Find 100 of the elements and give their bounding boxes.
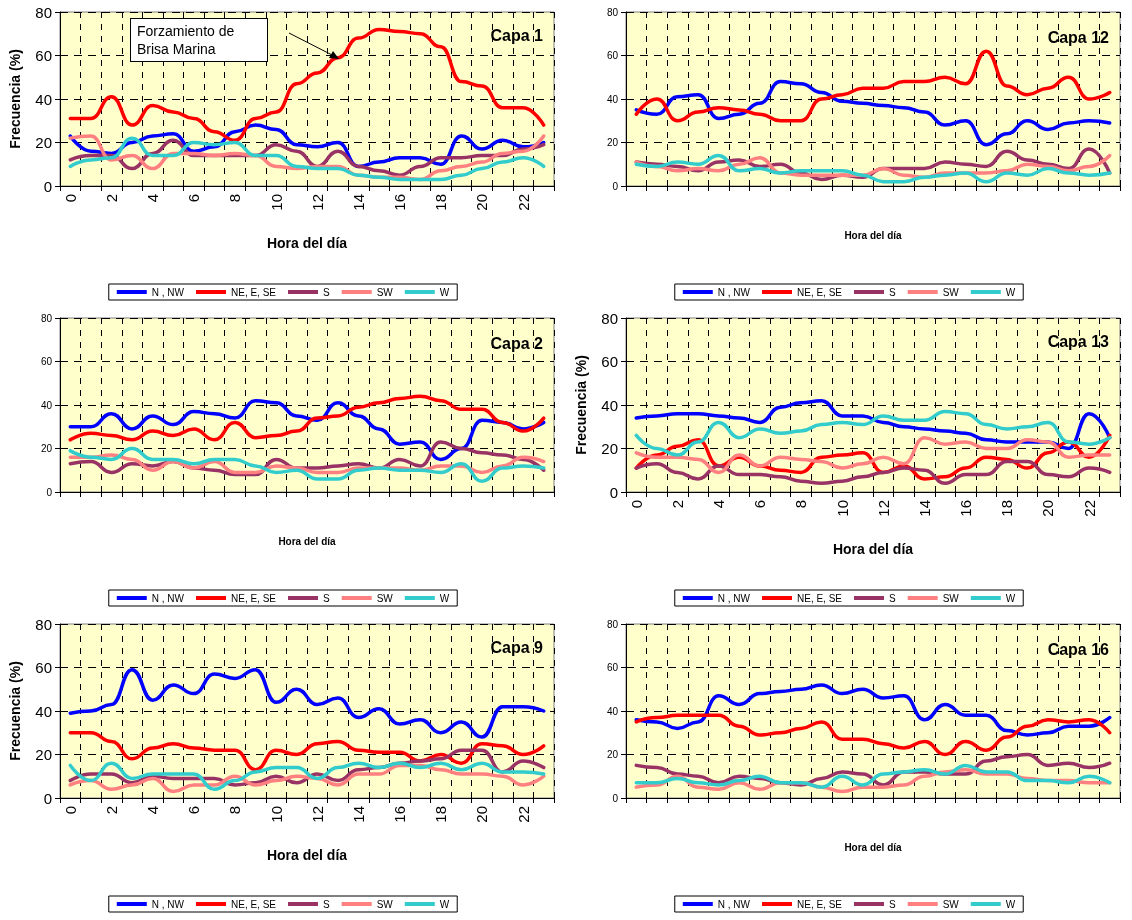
x-tick-label: 12	[308, 194, 326, 211]
x-tick-label: 2	[102, 806, 120, 815]
legend-label: S	[323, 898, 331, 910]
y-axis-title: Frecuencia (%)	[7, 661, 23, 761]
legend-label: SW	[376, 898, 394, 910]
x-tick-label: 20	[473, 194, 491, 211]
y-tick-label: 80	[35, 615, 52, 633]
x-axis-title: Hora del día	[266, 847, 348, 863]
x-tick-label: 18	[432, 194, 450, 211]
legend-label: NE, E, SE	[230, 592, 277, 604]
legend-label: W	[1005, 592, 1016, 604]
legend-label: W	[439, 286, 450, 298]
x-tick-label: 4	[144, 806, 162, 815]
y-tick-label: 0	[612, 180, 619, 192]
y-tick-label: 60	[606, 50, 619, 61]
line-series	[68, 667, 546, 739]
y-tick-label: 0	[612, 792, 619, 804]
y-tick-label: 0	[46, 486, 53, 498]
x-axis-title: Hora del día	[844, 841, 903, 853]
x-tick-label: 20	[1039, 500, 1057, 517]
x-tick-label: 10	[267, 806, 285, 823]
legend-label: N , NW	[151, 898, 185, 910]
legend-label: NE, E, SE	[230, 898, 277, 910]
line-series	[68, 731, 546, 772]
legend-label: SW	[376, 286, 394, 298]
x-tick-label: 22	[1080, 500, 1098, 517]
x-tick-label: 0	[627, 500, 645, 509]
legend-label: NE, E, SE	[796, 592, 843, 604]
legend-label: W	[1005, 898, 1016, 910]
x-tick-label: 10	[833, 500, 851, 517]
x-tick-label: 16	[391, 194, 409, 211]
x-axis-title: Hora del día	[832, 541, 914, 557]
y-tick-label: 40	[35, 702, 52, 720]
x-tick-label: 4	[144, 194, 162, 203]
y-tick-label: 60	[35, 47, 52, 64]
legend-label: NE, E, SE	[230, 286, 277, 298]
legend-label: SW	[942, 286, 960, 298]
y-tick-label: 20	[40, 443, 53, 454]
text: Capa 13	[1047, 332, 1110, 350]
line-series	[634, 713, 1112, 757]
x-tick-label: 20	[473, 806, 491, 823]
line-series	[634, 435, 1112, 475]
legend-label: S	[323, 286, 331, 298]
x-tick-label: 14	[349, 194, 367, 211]
x-axis-title: Hora del día	[266, 235, 348, 251]
x-tick-label: 14	[349, 806, 367, 823]
y-tick-label: 80	[606, 6, 619, 18]
legend-label: N , NW	[717, 286, 751, 298]
legend-label: NE, E, SE	[796, 286, 843, 298]
x-tick-label: 22	[514, 194, 532, 211]
x-axis-title: Hora del día	[844, 229, 903, 241]
y-tick-label: 80	[606, 618, 619, 630]
y-tick-label: 40	[606, 93, 619, 105]
x-tick-label: 6	[185, 194, 203, 203]
y-tick-label: 20	[606, 749, 619, 760]
x-tick-label: 22	[514, 806, 532, 823]
text: Capa 16	[1047, 640, 1110, 658]
legend-label: N , NW	[151, 286, 185, 298]
legend-label: S	[889, 898, 897, 910]
y-tick-label: 60	[601, 353, 618, 370]
line-series	[634, 49, 1112, 123]
y-tick-label: 40	[40, 399, 53, 411]
line-series	[634, 409, 1112, 457]
x-tick-label: 6	[185, 806, 203, 815]
y-tick-label: 20	[606, 137, 619, 148]
y-tick-label: 20	[35, 134, 52, 151]
y-axis-title: Frecuencia (%)	[7, 49, 23, 149]
legend-label: S	[889, 286, 897, 298]
y-tick-label: 60	[40, 356, 53, 367]
y-tick-label: 40	[606, 705, 619, 717]
y-tick-label: 40	[35, 90, 52, 108]
line-series	[634, 79, 1112, 147]
x-tick-label: 12	[308, 806, 326, 823]
legend-label: N , NW	[717, 898, 751, 910]
x-tick-label: 2	[668, 500, 686, 509]
x-tick-label: 8	[226, 806, 244, 815]
text: Capa 9	[490, 638, 544, 656]
annotation: Forzamiento de Brisa Marina	[130, 18, 268, 62]
legend-label: NE, E, SE	[796, 898, 843, 910]
text: Capa 1	[490, 26, 544, 44]
text: Capa 12	[1047, 28, 1110, 46]
x-tick-label: 18	[432, 806, 450, 823]
legend-label: SW	[942, 898, 960, 910]
line-series	[634, 763, 1112, 789]
x-tick-label: 6	[751, 500, 769, 509]
legend-label: W	[439, 592, 450, 604]
y-tick-label: 60	[35, 659, 52, 676]
legend-label: S	[323, 592, 331, 604]
y-tick-label: 40	[601, 396, 618, 414]
legend-label: N , NW	[717, 592, 751, 604]
x-tick-label: 18	[998, 500, 1016, 517]
x-tick-label: 16	[957, 500, 975, 517]
x-tick-label: 12	[874, 500, 892, 517]
x-tick-label: 0	[61, 806, 79, 815]
y-axis-title: Frecuencia (%)	[573, 355, 589, 455]
legend-label: W	[1005, 286, 1016, 298]
y-tick-label: 20	[35, 746, 52, 763]
legend-label: SW	[376, 592, 394, 604]
y-tick-label: 20	[601, 440, 618, 457]
y-tick-label: 80	[601, 309, 618, 327]
